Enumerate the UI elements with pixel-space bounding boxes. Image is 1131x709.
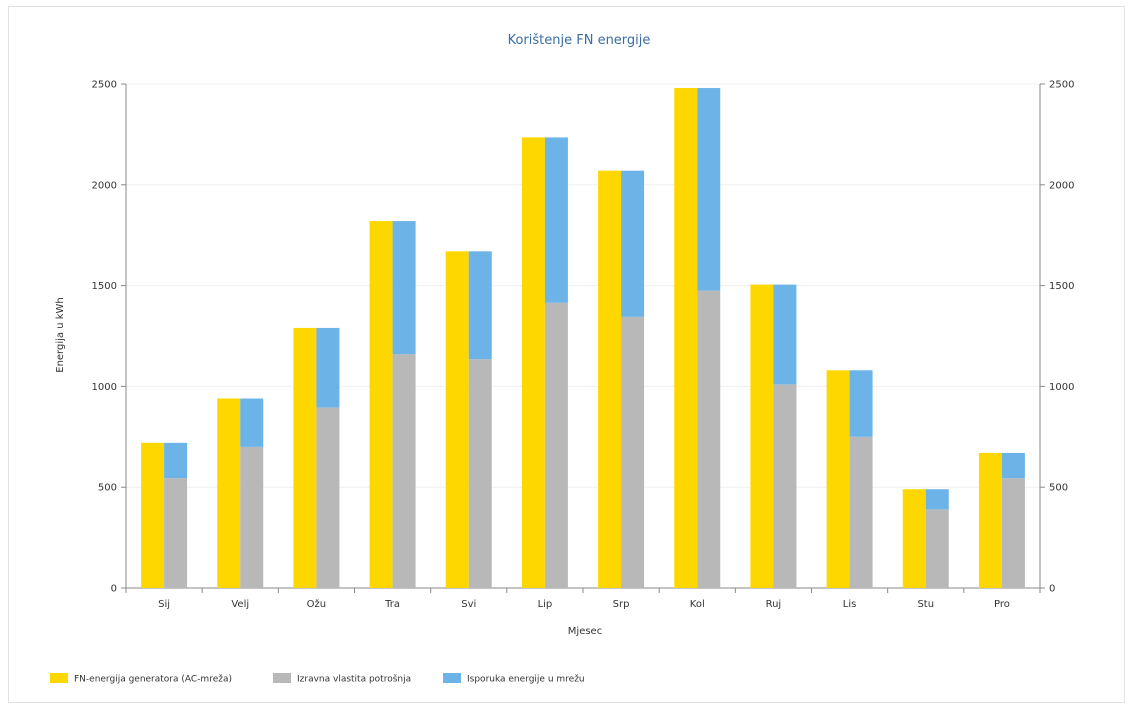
legend: FN-energija generatora (AC-mreža) Izravna… bbox=[50, 673, 585, 685]
x-tick-label: Sij bbox=[158, 599, 170, 610]
x-tick-label: Ruj bbox=[766, 599, 782, 610]
x-tick-label: Srp bbox=[613, 599, 630, 610]
bar-kol-usage bbox=[697, 290, 721, 588]
y-tick-label-left: 1500 bbox=[92, 281, 117, 292]
bar-velj-generator bbox=[217, 398, 241, 588]
x-tick-label: Tra bbox=[384, 599, 400, 610]
bar-sij-generator bbox=[141, 442, 165, 588]
bar-srp-usage bbox=[621, 170, 645, 317]
gridlines bbox=[126, 83, 1040, 488]
x-tick-label: Pro bbox=[994, 599, 1010, 610]
x-tick-label: Lip bbox=[538, 599, 553, 610]
y-tick-label-right: 0 bbox=[1049, 584, 1055, 595]
x-tick-label: Lis bbox=[843, 599, 857, 610]
legend-swatch bbox=[273, 673, 291, 683]
bar-lip-usage bbox=[544, 302, 568, 588]
x-tick-label: Ožu bbox=[307, 598, 326, 610]
y-axis-label: Energija u kWh bbox=[55, 297, 66, 373]
bar-srp-generator bbox=[598, 170, 622, 589]
y-tick-label-left: 2000 bbox=[92, 180, 117, 191]
y-tick-label-left: 1000 bbox=[92, 382, 117, 393]
bar-ožu-usage bbox=[316, 407, 340, 588]
bar-ožu-generator bbox=[293, 327, 317, 588]
y-tick-label-right: 2500 bbox=[1049, 80, 1074, 91]
y-tick-label-right: 2000 bbox=[1049, 180, 1074, 191]
bar-pro-usage bbox=[1001, 452, 1025, 479]
bar-pro-generator bbox=[978, 452, 1002, 588]
x-axis-label: Mjesec bbox=[568, 626, 602, 637]
x-tick-label: Velj bbox=[231, 599, 249, 610]
bar-stu-usage bbox=[925, 489, 949, 510]
bar-lis-usage bbox=[849, 370, 873, 437]
y-tick-label-right: 1000 bbox=[1049, 382, 1074, 393]
bar-ožu-usage bbox=[316, 327, 340, 408]
x-tick-label: Svi bbox=[461, 599, 476, 610]
legend-label: Isporuka energije u mrežu bbox=[467, 675, 585, 685]
y-tick-label-left: 500 bbox=[98, 483, 117, 494]
bars bbox=[141, 88, 1025, 589]
bar-ruj-usage bbox=[773, 384, 797, 588]
bar-svi-usage bbox=[468, 359, 492, 588]
bar-sij-usage bbox=[164, 442, 188, 479]
legend-label: FN-energija generatora (AC-mreža) bbox=[74, 675, 232, 685]
y-tick-label-left: 2500 bbox=[92, 80, 117, 91]
bar-svi-generator bbox=[445, 251, 469, 588]
bar-lip-usage bbox=[544, 137, 568, 303]
bar-ruj-generator bbox=[750, 284, 774, 588]
bar-velj-usage bbox=[240, 398, 264, 447]
y-axis-left-ticks: 0 500 1000 1500 2000 2500 bbox=[92, 80, 126, 595]
y-tick-label-left: 0 bbox=[111, 584, 117, 595]
chart-title: Korištenje FN energije bbox=[508, 33, 651, 48]
bar-kol-generator bbox=[674, 88, 698, 589]
x-tick-label: Stu bbox=[917, 599, 934, 610]
bar-pro-usage bbox=[1001, 478, 1025, 588]
y-axis-right-ticks: 0 500 1000 1500 2000 2500 bbox=[1040, 80, 1074, 595]
bar-tra-usage bbox=[392, 221, 416, 355]
bar-lis-usage bbox=[849, 436, 873, 588]
x-tick-label: Kol bbox=[690, 599, 705, 610]
x-axis-ticks: Sij Velj Ožu Tra Svi Lip Srp Kol Ruj Lis Stu Pro bbox=[125, 588, 1041, 610]
bar-kol-usage bbox=[697, 88, 721, 291]
bar-lis-generator bbox=[826, 370, 850, 588]
bar-sij-usage bbox=[164, 478, 188, 588]
legend-swatch bbox=[443, 673, 461, 683]
y-tick-label-right: 500 bbox=[1049, 483, 1068, 494]
bar-stu-generator bbox=[902, 489, 926, 588]
legend-label: Izravna vlastita potrošnja bbox=[297, 674, 411, 685]
y-tick-label-right: 1500 bbox=[1049, 281, 1074, 292]
bar-tra-generator bbox=[369, 221, 393, 588]
bar-ruj-usage bbox=[773, 284, 797, 385]
bar-tra-usage bbox=[392, 354, 416, 588]
bar-stu-usage bbox=[925, 509, 949, 588]
bar-svi-usage bbox=[468, 251, 492, 360]
legend-swatch bbox=[50, 673, 68, 683]
bar-velj-usage bbox=[240, 446, 264, 588]
bar-srp-usage bbox=[621, 316, 645, 588]
bar-lip-generator bbox=[521, 137, 545, 588]
